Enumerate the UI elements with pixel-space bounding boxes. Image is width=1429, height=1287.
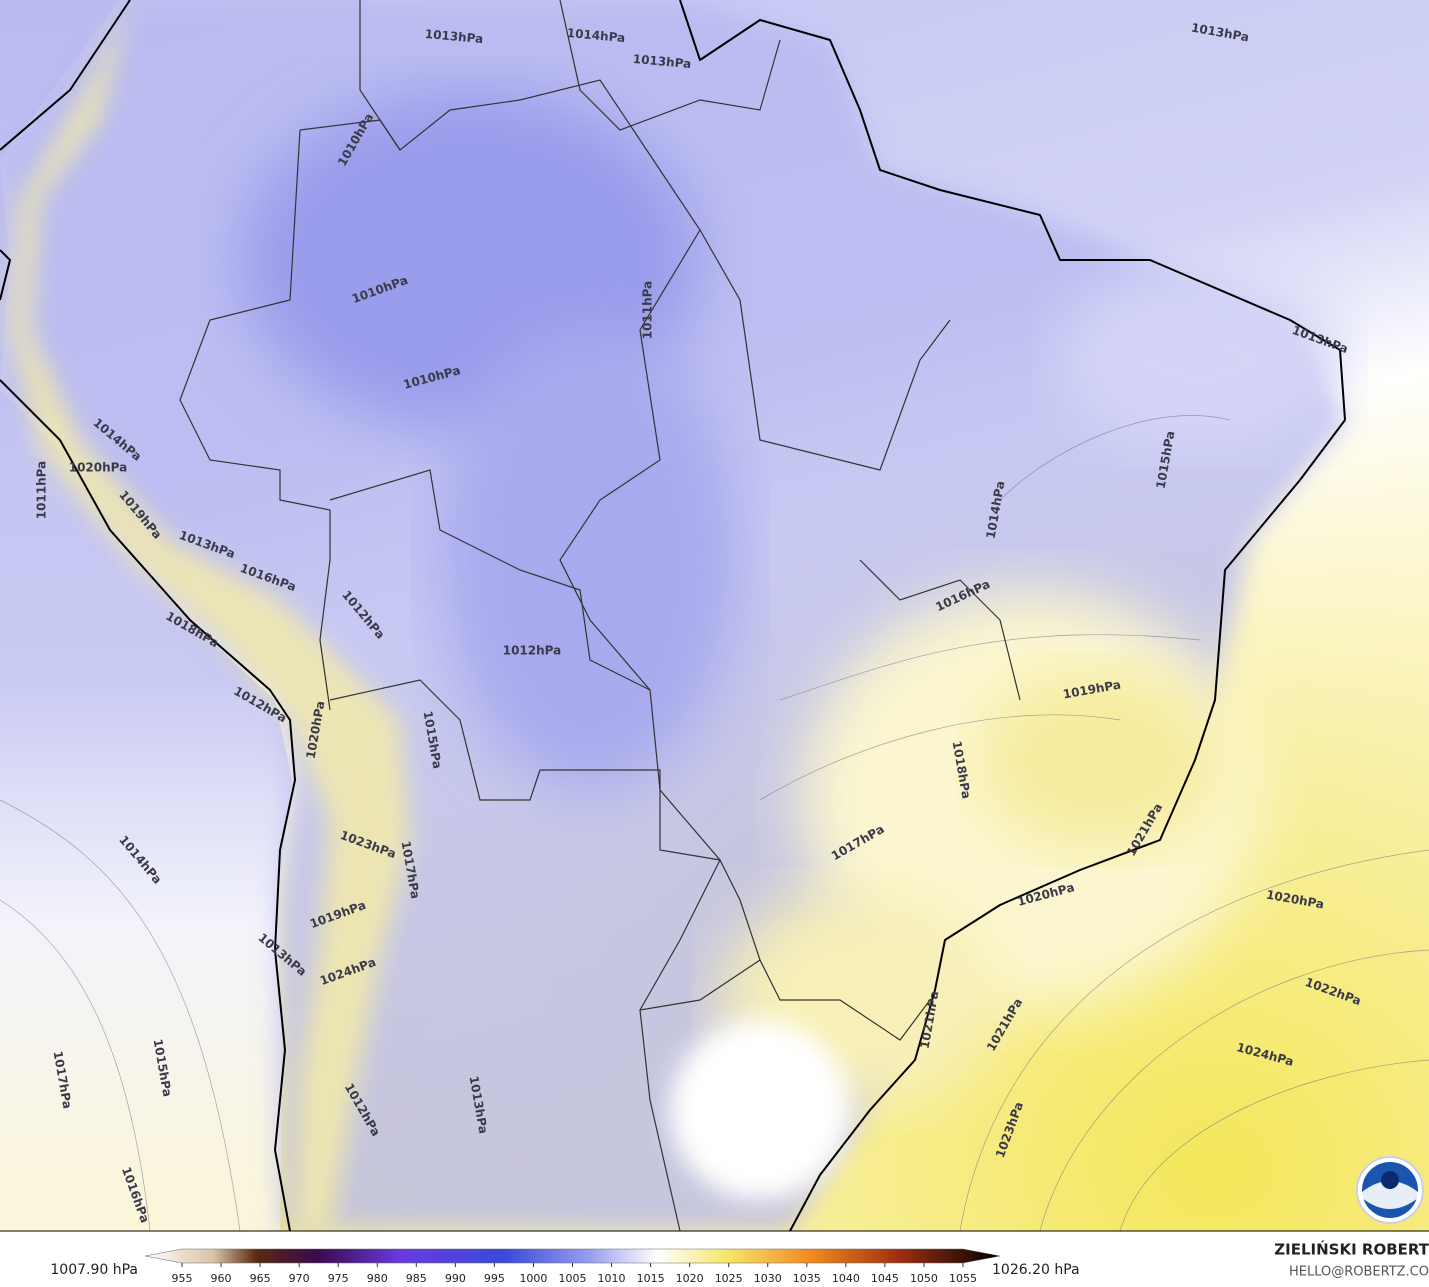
- contour-label: 1011hPa: [641, 281, 655, 340]
- colorbar-tick-label: 1040: [832, 1272, 860, 1285]
- colorbar-tick-label: 1050: [910, 1272, 938, 1285]
- colorbar-tick-label: 980: [367, 1272, 388, 1285]
- contour-label: 1012hPa: [503, 644, 562, 658]
- colorbar-tick-label: 990: [445, 1272, 466, 1285]
- colorbar-ticks: 955 960 965 970 975 980 985 990 995 1000 1005 1010 1…: [172, 1263, 977, 1285]
- contour-label: 1011hPa: [35, 461, 49, 520]
- colorbar-tick-label: 1055: [949, 1272, 977, 1285]
- colorbar-tick-label: 955: [172, 1272, 193, 1285]
- colorbar-tick-label: 1000: [519, 1272, 547, 1285]
- colorbar-tick-label: 975: [328, 1272, 349, 1285]
- contour-label: 1020hPa: [69, 461, 128, 475]
- colorbar-tick-label: 995: [484, 1272, 505, 1285]
- contour-label: 1013hPa: [424, 27, 484, 46]
- colorbar-tick-label: 1015: [637, 1272, 665, 1285]
- noaa-logo: [1356, 1156, 1424, 1224]
- colorbar-tick-label: 1025: [715, 1272, 743, 1285]
- map-field: [0, 0, 1429, 1231]
- contour-label: 1013hPa: [632, 52, 692, 71]
- colorbar-tick-label: 985: [406, 1272, 427, 1285]
- colorbar-tick-label: 1045: [871, 1272, 899, 1285]
- colorbar-tick-label: 970: [289, 1272, 310, 1285]
- colorbar: [144, 1248, 1001, 1264]
- colorbar-tick-label: 1030: [754, 1272, 782, 1285]
- credit-email: HELLO@ROBERTZ.CO: [1289, 1265, 1429, 1280]
- credit-author: ZIELIŃSKI ROBERT: [1274, 1240, 1429, 1259]
- colorbar-tick-label: 1005: [559, 1272, 587, 1285]
- colorbar-tick-label: 960: [211, 1272, 232, 1285]
- colorbar-tick-label: 1010: [598, 1272, 626, 1285]
- colorbar-max: 1026.20 hPa: [992, 1262, 1080, 1278]
- colorbar-tick-label: 1035: [793, 1272, 821, 1285]
- colorbar-tick-label: 965: [250, 1272, 271, 1285]
- contour-label: 1014hPa: [566, 26, 626, 45]
- colorbar-min: 1007.90 hPa: [50, 1262, 138, 1278]
- colorbar-tick-label: 1020: [676, 1272, 704, 1285]
